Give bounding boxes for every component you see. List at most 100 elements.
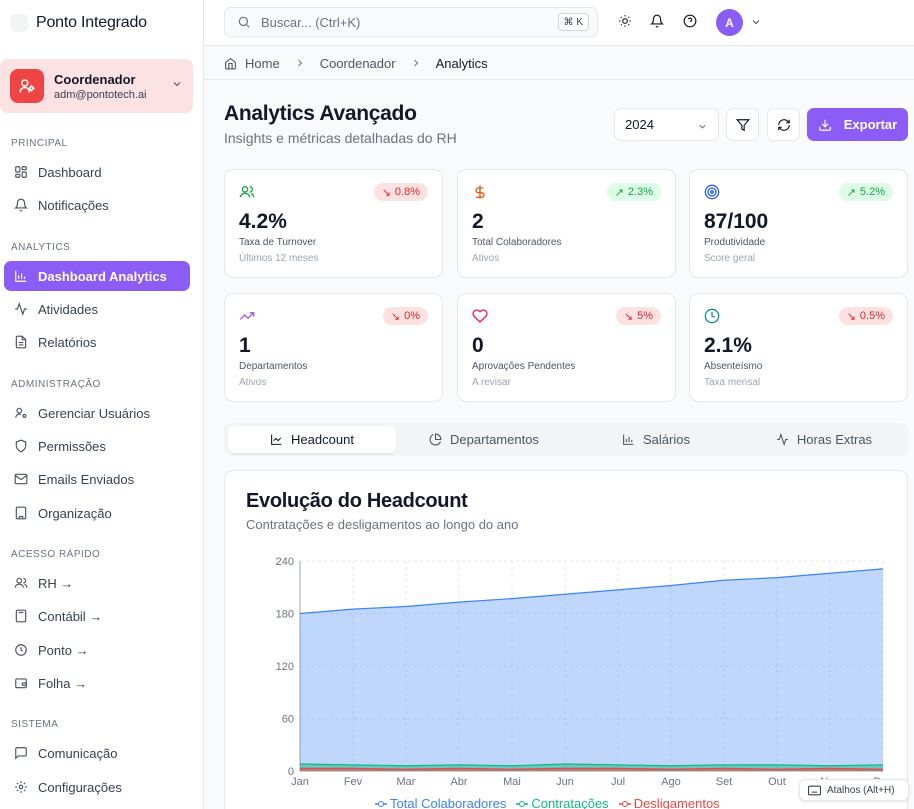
sidebar-item-emails-enviados[interactable]: Emails Enviados [4, 464, 190, 494]
sidebar-item-notificacoes[interactable]: Notificações [4, 190, 190, 220]
shortcuts-label: Atalhos (Alt+H) [827, 784, 895, 796]
headcount-chart-card: Evolução do Headcount Contratações e des… [224, 470, 908, 809]
download-icon [818, 118, 832, 132]
sidebar-item-ponto[interactable]: Ponto → [4, 635, 190, 665]
tab-headcount[interactable]: Headcount [228, 426, 396, 453]
legend-item-total[interactable]: Total Colaboradores [375, 796, 506, 809]
kpi-delta: 2.3% [627, 186, 653, 198]
sidebar-item-dashboard-analytics[interactable]: Dashboard Analytics [4, 261, 190, 291]
user-role-icon [10, 69, 44, 103]
breadcrumb: Home Coordenador Analytics [204, 47, 914, 80]
trend-down-icon: ↘ [623, 310, 634, 323]
user-switcher[interactable]: Coordenador adm@pontotech.ai [0, 59, 193, 113]
page-subtitle: Insights e métricas detalhadas do RH [224, 130, 457, 146]
line-chart-icon [270, 433, 283, 446]
tab-salarios[interactable]: Salários [572, 426, 740, 453]
brand[interactable]: Ponto Integrado [0, 0, 203, 46]
year-select[interactable]: 2024 [614, 108, 719, 141]
section-acesso-rapido: ACESSO RÁPIDO [11, 549, 101, 560]
calculator-icon [14, 609, 28, 623]
export-button[interactable]: Exportar [807, 108, 908, 141]
sidebar-item-folha[interactable]: Folha → [4, 668, 190, 698]
breadcrumb-home[interactable]: Home [245, 55, 280, 71]
chevron-right-icon [410, 57, 422, 69]
headcount-chart: 0 60 120 180 240 Jan Fev Mar Abr Mai Jun Jul Ago Set O… [276, 556, 893, 788]
legend-marker-icon [618, 800, 631, 807]
kpi-value: 87/100 [704, 210, 769, 233]
sidebar-item-label: Emails Enviados [38, 471, 135, 487]
user-role: Coordenador [54, 71, 136, 87]
keyboard-icon [808, 785, 821, 796]
kpi-label: Departamentos [239, 361, 308, 372]
app-logo [10, 14, 28, 32]
help-circle-icon[interactable] [683, 14, 697, 28]
search-icon [237, 15, 251, 29]
kpi-card-absenteismo: ↘ 0.5% 2.1% Absenteísmo Taxa mensal [689, 293, 908, 402]
kpi-label: Aprovações Pendentes [472, 361, 576, 372]
sidebar-item-label: RH → [38, 575, 74, 591]
kpi-sub: Últimos 12 meses [239, 253, 319, 264]
legend-item-desligamentos[interactable]: Desligamentos [618, 796, 720, 809]
sidebar-item-permissoes[interactable]: Permissões [4, 431, 190, 461]
sidebar-item-label: Gerenciar Usuários [38, 405, 150, 421]
legend-label: Desligamentos [633, 796, 720, 809]
sun-icon[interactable] [618, 14, 632, 28]
sidebar-item-label: Dashboard [38, 164, 102, 180]
pie-chart-icon [429, 433, 442, 446]
sidebar-item-rh[interactable]: RH → [4, 568, 190, 598]
kpi-label: Taxa de Turnover [239, 237, 317, 248]
breadcrumb-coordenador[interactable]: Coordenador [319, 55, 396, 71]
legend-item-contratacoes[interactable]: Contratações [516, 796, 609, 809]
kpi-value: 2.1% [704, 334, 752, 357]
sidebar-item-label: Relatórios [38, 334, 97, 350]
y-tick-label: 120 [276, 661, 294, 673]
kpi-label: Absenteísmo [704, 361, 763, 372]
chevron-down-icon[interactable] [750, 16, 762, 28]
avatar[interactable]: A [716, 9, 743, 36]
kpi-sub: Taxa mensal [704, 377, 761, 388]
export-label: Exportar [843, 117, 898, 132]
mail-icon [14, 472, 28, 486]
sidebar-item-relatorios[interactable]: Relatórios [4, 327, 190, 357]
area-series-0 [300, 568, 883, 771]
kpi-card-departamentos: ↘ 0% 1 Departamentos Ativos [224, 293, 443, 402]
home-icon[interactable] [224, 57, 237, 70]
page-title: Analytics Avançado [224, 102, 417, 125]
app-name: Ponto Integrado [36, 14, 147, 31]
section-administracao: ADMINISTRAÇÃO [11, 379, 101, 390]
heart-icon [472, 308, 488, 324]
refresh-button[interactable] [767, 108, 800, 141]
filter-button[interactable] [726, 108, 759, 141]
sidebar-item-dashboard[interactable]: Dashboard [4, 157, 190, 187]
top-bar: Buscar... (Ctrl+K) ⌘ K A [204, 0, 914, 46]
shortcuts-hint[interactable]: Atalhos (Alt+H) [799, 779, 909, 801]
tab-horas-extras[interactable]: Horas Extras [744, 426, 904, 453]
kpi-card-produtividade: ↗ 5.2% 87/100 Produtividade Score geral [689, 169, 908, 278]
sidebar-item-contabil[interactable]: Contábil → [4, 601, 190, 631]
kpi-sub: Score geral [704, 253, 756, 264]
sidebar-item-atividades[interactable]: Atividades [4, 294, 190, 324]
kpi-value: 1 [239, 334, 251, 357]
activity-icon [14, 302, 28, 316]
clock-icon [14, 643, 28, 657]
legend-marker-icon [375, 800, 387, 807]
kpi-trend-badge: ↘ 0% [382, 307, 428, 325]
sidebar-item-label: Permissões [38, 438, 106, 454]
sidebar-item-comunicacao[interactable]: Comunicação [4, 738, 190, 768]
sidebar-item-configuracoes[interactable]: Configurações [4, 772, 190, 802]
sidebar-item-organizacao[interactable]: Organização [4, 498, 190, 528]
tab-departamentos[interactable]: Departamentos [400, 426, 568, 453]
legend-label: Contratações [531, 796, 609, 809]
bar-chart-icon [622, 433, 635, 446]
sidebar-item-gerenciar-usuarios[interactable]: Gerenciar Usuários [4, 398, 190, 428]
bar-chart-icon [14, 269, 28, 283]
line-series-0 [299, 568, 884, 615]
x-tick-label: Fev [344, 776, 363, 788]
search-input[interactable]: Buscar... (Ctrl+K) ⌘ K [224, 7, 598, 37]
bell-icon[interactable] [650, 14, 664, 28]
sidebar: Ponto Integrado Coordenador adm@pontotec… [0, 0, 204, 809]
chart-subtitle: Contratações e desligamentos ao longo do… [246, 517, 519, 532]
filter-icon [735, 118, 750, 132]
sidebar-item-label: Folha → [38, 675, 88, 691]
trend-down-icon: ↘ [381, 186, 391, 199]
